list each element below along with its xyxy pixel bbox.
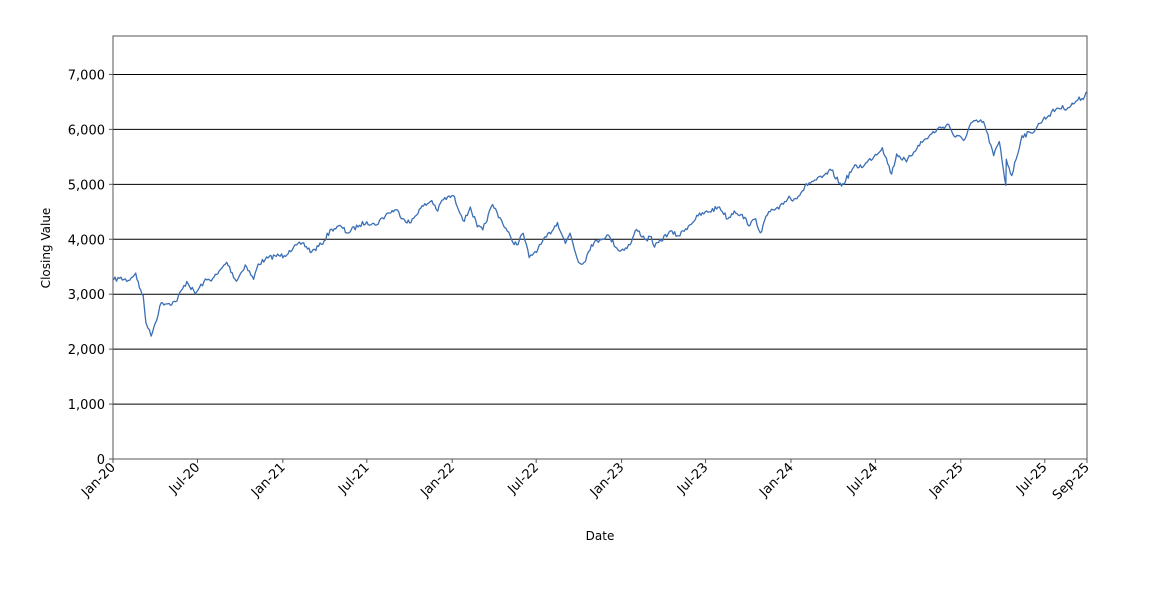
x-axis: Jan-20 Jul-20 Jan-21 Jul-21 Jan-22 Jul-22 Jan-… (78, 459, 1093, 503)
closing-value-line (112, 91, 1088, 337)
x-tick-label: Jan-25 (926, 460, 967, 501)
y-tick-label: 1,000 (68, 398, 105, 413)
y-tick-label: 4,000 (68, 233, 105, 248)
x-tick-label: Jul-24 (844, 460, 881, 497)
y-axis-title: Closing Value (39, 208, 53, 289)
plot-background (113, 36, 1087, 459)
y-tick-label: 7,000 (68, 68, 105, 83)
x-tick-label: Jul-23 (674, 460, 711, 497)
x-tick-label: Jan-21 (248, 460, 289, 501)
x-tick-label: Jan-24 (756, 460, 797, 501)
y-tick-label: 3,000 (68, 288, 105, 303)
y-axis: 0 1,000 2,000 3,000 4,000 5,000 6,000 7,000 (68, 68, 113, 468)
x-tick-label: Sep-25 (1050, 460, 1093, 503)
x-tick-label: Jul-25 (1013, 460, 1050, 497)
x-tick-label: Jan-23 (587, 460, 628, 501)
x-tick-label: Jul-22 (505, 460, 542, 497)
plot-frame (112, 35, 1088, 460)
y-tick-label: 0 (97, 453, 105, 468)
x-axis-title: Date (586, 529, 615, 543)
y-tick-label: 6,000 (68, 123, 105, 138)
x-tick-label: Jul-21 (335, 460, 372, 497)
y-tick-label: 5,000 (68, 178, 105, 193)
x-tick-label: Jan-22 (418, 460, 459, 501)
x-tick-label: Jul-20 (166, 460, 203, 497)
y-tick-label: 2,000 (68, 343, 105, 358)
gridlines (113, 73, 1087, 405)
